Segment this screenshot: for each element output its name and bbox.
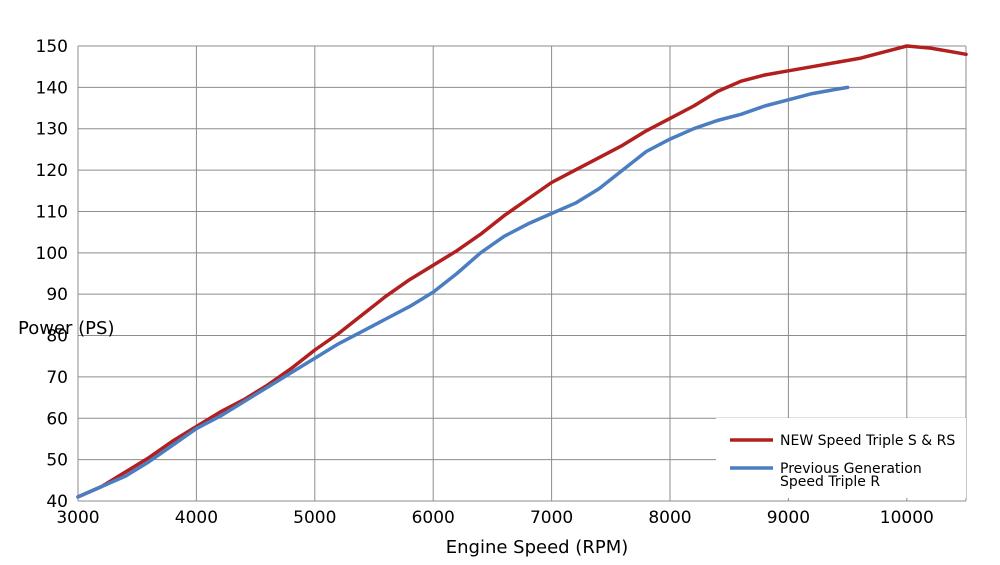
legend-box [716, 418, 966, 498]
x-tick-label: 6000 [412, 508, 455, 528]
y-tick-label: 70 [46, 368, 68, 388]
x-tick-label: 3000 [56, 508, 99, 528]
x-tick-label: 10000 [880, 508, 934, 528]
y-tick-label: 90 [46, 285, 68, 305]
y-tick-label: 40 [46, 492, 68, 512]
y-tick-label: 100 [36, 244, 68, 264]
legend-label-2: Previous Generation Speed Triple R [780, 461, 922, 490]
x-tick-label: 5000 [293, 508, 336, 528]
legend-label-1: NEW Speed Triple S & RS [780, 433, 955, 449]
y-tick-label: 60 [46, 409, 68, 429]
legend: NEW Speed Triple S & RS Previous Generati… [716, 418, 966, 498]
series-line-1 [76, 44, 968, 499]
y-tick-label: 130 [36, 120, 68, 140]
x-tick-label: 8000 [648, 508, 691, 528]
series-line-2 [76, 85, 850, 499]
y-tick-label: 80 [46, 327, 68, 347]
y-tick-label: 50 [46, 451, 68, 471]
x-tick-label: 4000 [175, 508, 218, 528]
grid [77, 45, 967, 502]
y-axis-title: Power (PS) [18, 318, 114, 339]
x-axis-title: Engine Speed (RPM) [446, 537, 629, 558]
y-tick-label: 110 [36, 202, 68, 222]
data-lines [76, 44, 968, 499]
tick-labels: 3000 4000 5000 6000 7000 8000 9000 10000 40 50 60 7… [36, 37, 934, 528]
y-tick-label: 120 [36, 161, 68, 181]
x-tick-label: 9000 [767, 508, 810, 528]
x-tick-label: 7000 [530, 508, 573, 528]
y-tick-label: 140 [36, 78, 68, 98]
y-tick-label: 150 [36, 37, 68, 57]
